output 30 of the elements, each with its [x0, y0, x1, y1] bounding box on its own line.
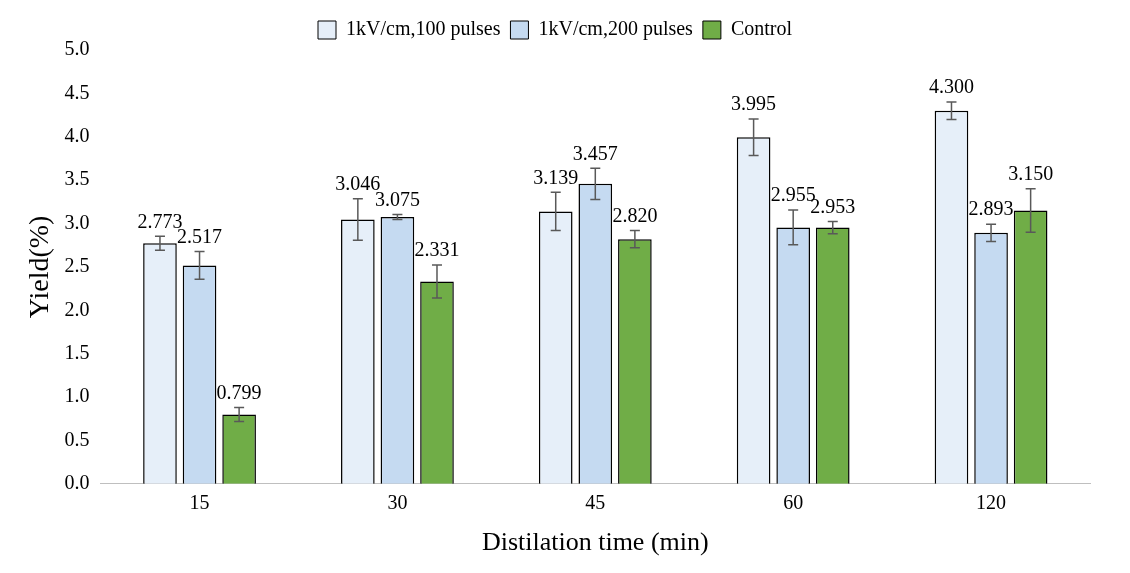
x-tick-label: 60	[783, 491, 804, 514]
data-label: 2.820	[612, 203, 658, 226]
legend-label: 1kV/cm,200 pulses	[538, 17, 694, 41]
y-tick-label: 3.5	[64, 167, 90, 190]
data-label: 3.457	[572, 141, 618, 164]
y-tick-label: 5.0	[64, 37, 90, 60]
y-tick-label: 2.0	[64, 297, 90, 320]
data-label: 3.150	[1008, 162, 1054, 185]
data-label: 3.995	[731, 92, 777, 115]
x-tick-label: 15	[189, 491, 210, 514]
x-tick-label: 30	[387, 491, 408, 514]
x-tick-label: 45	[585, 491, 606, 514]
y-tick-label: 3.0	[64, 210, 90, 233]
y-tick-label: 1.5	[64, 340, 90, 363]
x-axis-title: Distilation time (min)	[481, 527, 709, 557]
y-axis-title: Yield(%)	[23, 215, 55, 319]
data-label: 0.799	[216, 380, 262, 403]
y-tick-label: 2.5	[64, 254, 90, 277]
x-tick-label: 120	[976, 491, 1007, 514]
legend-label: Control	[730, 17, 793, 40]
legend-label: 1kV/cm,100 pulses	[346, 17, 501, 41]
data-label: 3.139	[533, 165, 579, 188]
y-tick-label: 0.0	[64, 471, 90, 494]
data-label: 4.300	[928, 75, 974, 98]
y-tick-label: 0.5	[64, 427, 90, 450]
y-tick-label: 4.5	[64, 80, 90, 103]
y-tick-label: 1.0	[64, 384, 90, 407]
data-label: 2.331	[414, 238, 460, 261]
y-tick-label: 4.0	[64, 124, 90, 147]
data-label: 2.893	[968, 197, 1014, 220]
